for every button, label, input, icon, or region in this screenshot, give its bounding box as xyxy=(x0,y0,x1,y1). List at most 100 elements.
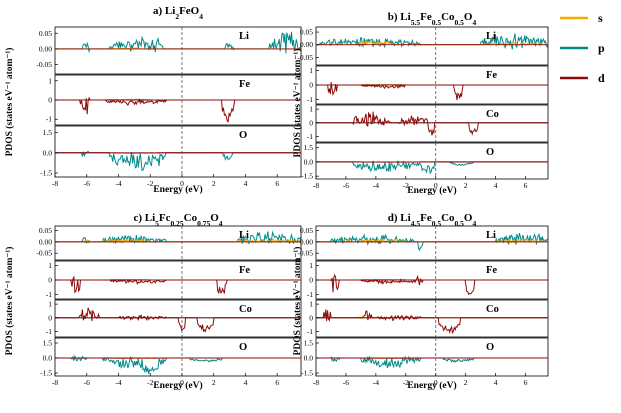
element-label: Li xyxy=(239,31,249,42)
x-axis-label: Energy (eV) xyxy=(407,185,456,196)
chart-d: d) Li4.5Fe0.5Co0.5O40.050.00-0.05Li10-1F… xyxy=(292,212,549,391)
y-tick-label: 0.00 xyxy=(300,40,313,49)
y-tick-label: -1 xyxy=(46,115,52,124)
x-axis-label: Energy (eV) xyxy=(153,184,202,195)
x-tick-label: -2 xyxy=(147,378,153,387)
x-tick-label: 4 xyxy=(494,378,498,387)
y-tick-label: 0.05 xyxy=(300,28,313,37)
element-label: Li xyxy=(486,230,496,241)
panel-c-fe: 1 0 -1 Fe xyxy=(46,260,302,300)
x-tick-label: -4 xyxy=(373,378,379,387)
series-p-line xyxy=(55,150,301,172)
legend-label-s: s xyxy=(598,11,603,25)
y-tick-label: -1 xyxy=(307,95,313,104)
y-axis-label: PDOS (states eV⁻¹ atom⁻¹) xyxy=(292,247,303,356)
y-tick-label: -1.5 xyxy=(40,168,52,177)
y-tick-label: -0.05 xyxy=(297,53,313,62)
series-d-line xyxy=(316,111,548,136)
x-tick-label: 0 xyxy=(180,378,184,387)
y-tick-label: -1.5 xyxy=(301,172,313,181)
y-axis-label: PDOS (states eV⁻¹ atom⁻¹) xyxy=(4,247,15,356)
y-tick-label: 0.0 xyxy=(304,157,314,166)
panel-b-li: 0.05 0.00 -0.05 Li xyxy=(297,26,549,66)
y-tick-label: -1.5 xyxy=(40,369,52,378)
x-axis-label: Energy (eV) xyxy=(153,380,202,391)
x-tick-label: 0 xyxy=(434,181,438,190)
series-d-line xyxy=(55,307,301,333)
y-tick-label: 0.00 xyxy=(39,237,52,246)
chart-title-c: c) Li5Fc0.25Co0.75O4 xyxy=(133,212,222,228)
x-tick-label: -6 xyxy=(84,179,90,188)
element-label: Fe xyxy=(486,265,497,276)
x-tick-label: 4 xyxy=(494,181,498,190)
y-tick-label: 0 xyxy=(309,81,313,90)
y-tick-label: 0.05 xyxy=(39,226,52,235)
y-tick-label: 1 xyxy=(309,261,313,270)
y-tick-label: 0.00 xyxy=(39,44,52,53)
chart-title-a: a) Li2FeO4 xyxy=(153,5,203,21)
x-tick-label: 0 xyxy=(434,378,438,387)
y-tick-label: 1.5 xyxy=(304,339,314,348)
panel-c-co: 1 0 -1 Co xyxy=(46,299,302,338)
x-tick-label: 6 xyxy=(524,181,528,190)
legend: s p d xyxy=(560,11,605,85)
x-tick-label: -8 xyxy=(52,378,58,387)
y-tick-label: 0.05 xyxy=(39,29,52,38)
y-tick-label: -1.5 xyxy=(301,369,313,378)
y-axis-label: PDOS (states eV⁻¹ atom⁻¹) xyxy=(4,48,15,157)
x-axis-label: Energy (eV) xyxy=(407,380,456,391)
panel-c-li: 0.05 0.00 -0.05 Li xyxy=(36,225,302,261)
panel-frame xyxy=(54,26,302,75)
series-d-line xyxy=(316,273,548,296)
y-tick-label: 1 xyxy=(309,105,313,114)
element-label: O xyxy=(239,130,247,141)
panel-d-li: 0.05 0.00 -0.05 Li xyxy=(297,225,549,261)
y-tick-label: -0.05 xyxy=(36,249,52,258)
element-label: Fe xyxy=(239,79,250,90)
element-label: Co xyxy=(486,304,499,315)
panel-frame xyxy=(315,142,549,180)
panel-frame xyxy=(54,125,302,178)
series-p-line xyxy=(55,31,301,54)
panel-frame xyxy=(315,337,549,377)
x-tick-label: -2 xyxy=(403,181,409,190)
panel-d-co: 1 0 -1 Co xyxy=(307,299,549,338)
chart-b: b) Li5.5Fe0.5Co0.5O40.050.00-0.05Li10-1F… xyxy=(292,11,549,196)
y-tick-label: 1 xyxy=(309,300,313,309)
panel-c-o: 1.5 0.0 -1.5 O xyxy=(40,337,302,378)
y-tick-label: 0.0 xyxy=(43,148,53,157)
panel-d-o: 1.5 0.0 -1.5 O xyxy=(301,337,549,378)
element-label: Co xyxy=(486,109,499,120)
element-label: O xyxy=(486,342,494,353)
panel-b-o: 1.5 0.0 -1.5 O xyxy=(301,142,549,181)
y-tick-label: 1.5 xyxy=(43,339,53,348)
x-tick-label: -8 xyxy=(313,181,319,190)
panel-b-co: 1 0 -1 Co xyxy=(307,104,549,143)
x-tick-label: 2 xyxy=(212,378,216,387)
x-tick-label: 2 xyxy=(212,179,216,188)
legend-label-d: d xyxy=(598,71,605,85)
element-label: Li xyxy=(486,31,496,42)
series-p-line xyxy=(316,33,548,50)
panel-a-o: 1.5 0.0 -1.5 O xyxy=(40,125,302,178)
series-p-line xyxy=(316,160,548,175)
y-tick-label: 0 xyxy=(309,276,313,285)
x-tick-label: -4 xyxy=(373,181,379,190)
chart-a: a) Li2FeO4 0.05 0.00 -0.05 Li 1 0 -1 Fe 1.5 0.0 -1.… xyxy=(4,5,302,195)
panel-d-fe: 1 0 -1 Fe xyxy=(307,260,549,300)
x-tick-label: -2 xyxy=(147,179,153,188)
element-label: Fe xyxy=(239,265,250,276)
y-tick-label: 0 xyxy=(48,96,52,105)
x-tick-label: -6 xyxy=(343,181,349,190)
x-tick-label: -6 xyxy=(343,378,349,387)
y-tick-label: 0 xyxy=(309,313,313,322)
y-tick-label: 0 xyxy=(309,118,313,127)
y-tick-label: 1 xyxy=(48,76,52,85)
x-tick-label: 2 xyxy=(464,181,468,190)
x-tick-label: 6 xyxy=(275,378,279,387)
y-tick-label: -1 xyxy=(307,290,313,299)
chart-title-d: d) Li4.5Fe0.5Co0.5O4 xyxy=(388,212,477,228)
panel-frame xyxy=(315,299,549,338)
series-p-line xyxy=(55,354,301,375)
